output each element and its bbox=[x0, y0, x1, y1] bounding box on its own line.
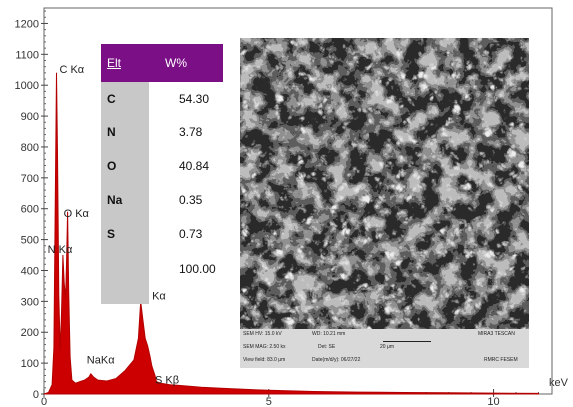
table-body: C 54.30 N 3.78 O 40.84 Na 0.35 S 0.73 10… bbox=[101, 82, 223, 304]
weight-header: W% bbox=[165, 56, 187, 70]
sem-wd: WD: 10.21 mm bbox=[312, 331, 346, 337]
table-header: Elt W% bbox=[101, 44, 223, 82]
element-symbol: N bbox=[107, 125, 116, 139]
weight-value: 54.30 bbox=[179, 92, 210, 106]
weight-value: 0.35 bbox=[179, 193, 203, 207]
peak-label: S Kβ bbox=[155, 374, 179, 386]
peak-label: C Kα bbox=[59, 64, 84, 76]
element-symbol: S bbox=[107, 227, 116, 241]
table-row: S 0.73 bbox=[101, 222, 223, 246]
weight-value: 3.78 bbox=[179, 125, 203, 139]
y-tick-label: 300 bbox=[21, 296, 39, 308]
sem-info-bar: SEM HV: 15.0 kV WD: 10.21 mm MIRA3 TESCA… bbox=[240, 329, 529, 368]
element-symbol: Na bbox=[107, 193, 123, 207]
weight-value: 40.84 bbox=[179, 159, 210, 173]
peak-label: NaKα bbox=[87, 354, 115, 366]
x-tick-label: 5 bbox=[266, 396, 272, 407]
y-axis: 0 100 200 300 400 500 600 700 800 900 1000 1100 1200 bbox=[15, 10, 48, 401]
y-tick-label: 1000 bbox=[15, 80, 39, 92]
y-tick-label: 1200 bbox=[15, 18, 39, 30]
y-tick-label: 200 bbox=[21, 327, 39, 339]
sem-lab: RMRC FESEM bbox=[484, 357, 518, 363]
y-tick-label: 700 bbox=[21, 173, 39, 185]
sem-brand: MIRA3 TESCAN bbox=[478, 331, 515, 337]
sem-view-field: View field: 83.0 μm bbox=[243, 357, 286, 363]
element-column bbox=[101, 82, 149, 304]
table-row: Na 0.35 bbox=[101, 188, 223, 212]
sem-mag: SEM MAG: 2.50 kx bbox=[243, 344, 286, 350]
x-tick-label: 10 bbox=[487, 396, 499, 407]
weight-value: 100.00 bbox=[179, 262, 216, 276]
y-tick-label: 800 bbox=[21, 142, 39, 154]
sem-texture bbox=[240, 38, 529, 368]
spectrum-fill bbox=[43, 72, 539, 395]
x-axis-label: keV bbox=[549, 377, 569, 389]
y-tick-label: 600 bbox=[21, 204, 39, 216]
x-tick-label: 0 bbox=[41, 396, 47, 407]
composition-table: Elt W% C 54.30 N 3.78 O 40.84 Na 0.35 S … bbox=[101, 44, 223, 304]
element-symbol: O bbox=[107, 159, 117, 173]
y-tick-label: 500 bbox=[21, 235, 39, 247]
weight-value: 0.73 bbox=[179, 227, 203, 241]
peak-label: N Kα bbox=[48, 244, 73, 256]
peak-label: O Kα bbox=[64, 208, 90, 220]
sem-scale-label: 20 μm bbox=[380, 344, 394, 350]
sem-hv: SEM HV: 15.0 kV bbox=[243, 331, 282, 337]
sem-det: Det: SE bbox=[318, 344, 336, 350]
table-row: N 3.78 bbox=[101, 120, 223, 144]
y-tick-label: 0 bbox=[33, 389, 39, 401]
sem-date: Date(m/d/y): 06/27/22 bbox=[312, 357, 361, 363]
table-row: C 54.30 bbox=[101, 87, 223, 111]
table-row: 100.00 bbox=[101, 257, 223, 281]
elt-header: Elt bbox=[107, 56, 122, 70]
y-tick-label: 900 bbox=[21, 111, 39, 123]
sem-scale-bar bbox=[383, 337, 431, 342]
table-row: O 40.84 bbox=[101, 154, 223, 178]
y-tick-label: 100 bbox=[21, 358, 39, 370]
y-tick-label: 1100 bbox=[15, 49, 39, 61]
element-symbol: C bbox=[107, 92, 116, 106]
y-tick-label: 400 bbox=[21, 265, 39, 277]
sem-micrograph bbox=[240, 38, 529, 368]
